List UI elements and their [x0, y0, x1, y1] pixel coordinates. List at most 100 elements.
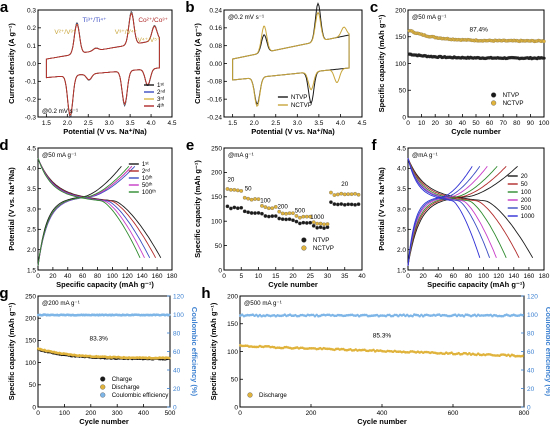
rate-step-label: 20: [227, 177, 234, 184]
x-tick-label: 15: [272, 273, 280, 280]
x-tick-label: 140: [137, 273, 148, 280]
y-tick-label: -0.3: [25, 114, 37, 121]
discharge-curve: [407, 158, 481, 258]
y-tick-label: 2.0: [27, 247, 36, 254]
data-point: [266, 206, 271, 211]
charge-curve: [407, 165, 507, 266]
y-axis-title: Specific capacity (mAh g⁻¹): [377, 14, 386, 112]
y-tick-label: 150: [395, 34, 406, 41]
data-point: [253, 211, 257, 215]
data-point: [253, 197, 257, 201]
x-tick-label: 4.0: [336, 120, 345, 127]
charge-curve: [407, 166, 498, 266]
data-point: [284, 211, 288, 216]
legend-label: 50ᵗʰ: [142, 182, 153, 189]
x-tick-label: 100: [107, 273, 118, 280]
panel-letter: g: [0, 285, 9, 302]
y-tick-label: 0: [218, 267, 222, 274]
data-point: [232, 188, 237, 192]
data-point: [277, 209, 282, 214]
x-tick-label: 120: [122, 273, 133, 280]
legend-label: 2ⁿᵈ: [157, 89, 166, 96]
data-point: [287, 211, 292, 216]
x-tick-label: 20: [289, 273, 297, 280]
y-tick-label: 0.24: [209, 7, 222, 14]
data-point: [256, 211, 261, 215]
x-tick-label: 10: [418, 120, 426, 127]
y-tick-label: 3.5: [27, 186, 36, 193]
retention-annotation: 83.3%: [90, 335, 109, 342]
x-tick-label: 20: [49, 273, 57, 280]
y-tick-label: 1.5: [397, 267, 406, 274]
legend-marker: [301, 237, 307, 243]
y2-tick-label: 40: [527, 367, 535, 374]
x-tick-label: 5: [239, 273, 243, 280]
data-point: [308, 220, 313, 225]
legend-label: 100: [521, 189, 532, 196]
y2-tick-label: 20: [527, 386, 535, 393]
legend-label: 2ⁿᵈ: [142, 168, 151, 175]
y-axis-title: Specific capacity (mAh g⁻¹): [209, 302, 218, 400]
x-tick-label: 40: [64, 273, 72, 280]
rate-step-label: 100: [260, 198, 271, 205]
legend-label: 500: [521, 205, 532, 212]
x-tick-label: 60: [79, 273, 87, 280]
data-point: [315, 313, 318, 317]
x-tick-label: 35: [341, 273, 349, 280]
y-tick-label: 100: [227, 349, 238, 356]
legend-label: NTVP: [291, 94, 308, 101]
y-tick-label: 0.2: [27, 25, 36, 32]
x-tick-label: 20: [432, 120, 440, 127]
x-tick-label: 140: [508, 273, 519, 280]
panel-letter: e: [186, 137, 194, 154]
x-tick-label: 0: [222, 273, 226, 280]
y-tick-label: 150: [211, 194, 222, 201]
data-point: [287, 217, 292, 222]
x-tick-label: 30: [324, 273, 332, 280]
data-point: [273, 214, 278, 218]
legend-label: 4ᵗʰ: [157, 103, 165, 110]
x-tick-label: 4.5: [357, 120, 366, 127]
cv-curve: [45, 12, 160, 117]
data-point: [235, 206, 240, 211]
x-tick-label: 70: [500, 120, 508, 127]
data-point: [242, 195, 247, 200]
x-tick-label: 3.5: [314, 120, 323, 127]
x-tick-label: 2.5: [84, 120, 93, 127]
data-point: [342, 202, 347, 207]
charge-curve: [407, 165, 518, 266]
legend-label: 20: [521, 173, 528, 180]
x-tick-label: 25: [307, 273, 315, 280]
retention-annotation: 85.3%: [373, 333, 392, 340]
data-point: [246, 210, 250, 215]
rate-step-label: 500: [295, 207, 306, 214]
charge-curve: [37, 166, 130, 266]
y-tick-label: 200: [227, 293, 238, 300]
data-point: [462, 314, 466, 318]
legend-label: Coulombic efficiency: [112, 392, 170, 399]
legend-label: NCTVP: [503, 100, 524, 107]
legend-label: 200: [521, 197, 532, 204]
x-tick-label: 0: [238, 410, 242, 417]
y2-tick-label: 120: [527, 293, 538, 300]
y2-tick-label: 80: [173, 330, 181, 337]
panel-letter: d: [0, 137, 9, 154]
data-point: [329, 190, 333, 195]
y-tick-label: 0: [32, 404, 36, 411]
scan-rate-label: @0.2 mV s⁻¹: [228, 14, 264, 21]
scan-rate-label: @0.2 mV s⁻¹: [42, 108, 78, 115]
discharge-curve: [407, 158, 497, 258]
y-tick-label: 250: [211, 145, 222, 152]
x-tick-label: 80: [513, 120, 521, 127]
x-tick-label: 20: [419, 273, 427, 280]
data-point: [256, 197, 261, 201]
legend-marker: [491, 100, 497, 106]
data-point: [249, 211, 254, 215]
data-point: [311, 220, 316, 225]
data-point: [353, 191, 357, 196]
y-tick-label: 150: [25, 338, 36, 345]
x-tick-label: 3.0: [293, 120, 302, 127]
data-point: [294, 214, 299, 218]
